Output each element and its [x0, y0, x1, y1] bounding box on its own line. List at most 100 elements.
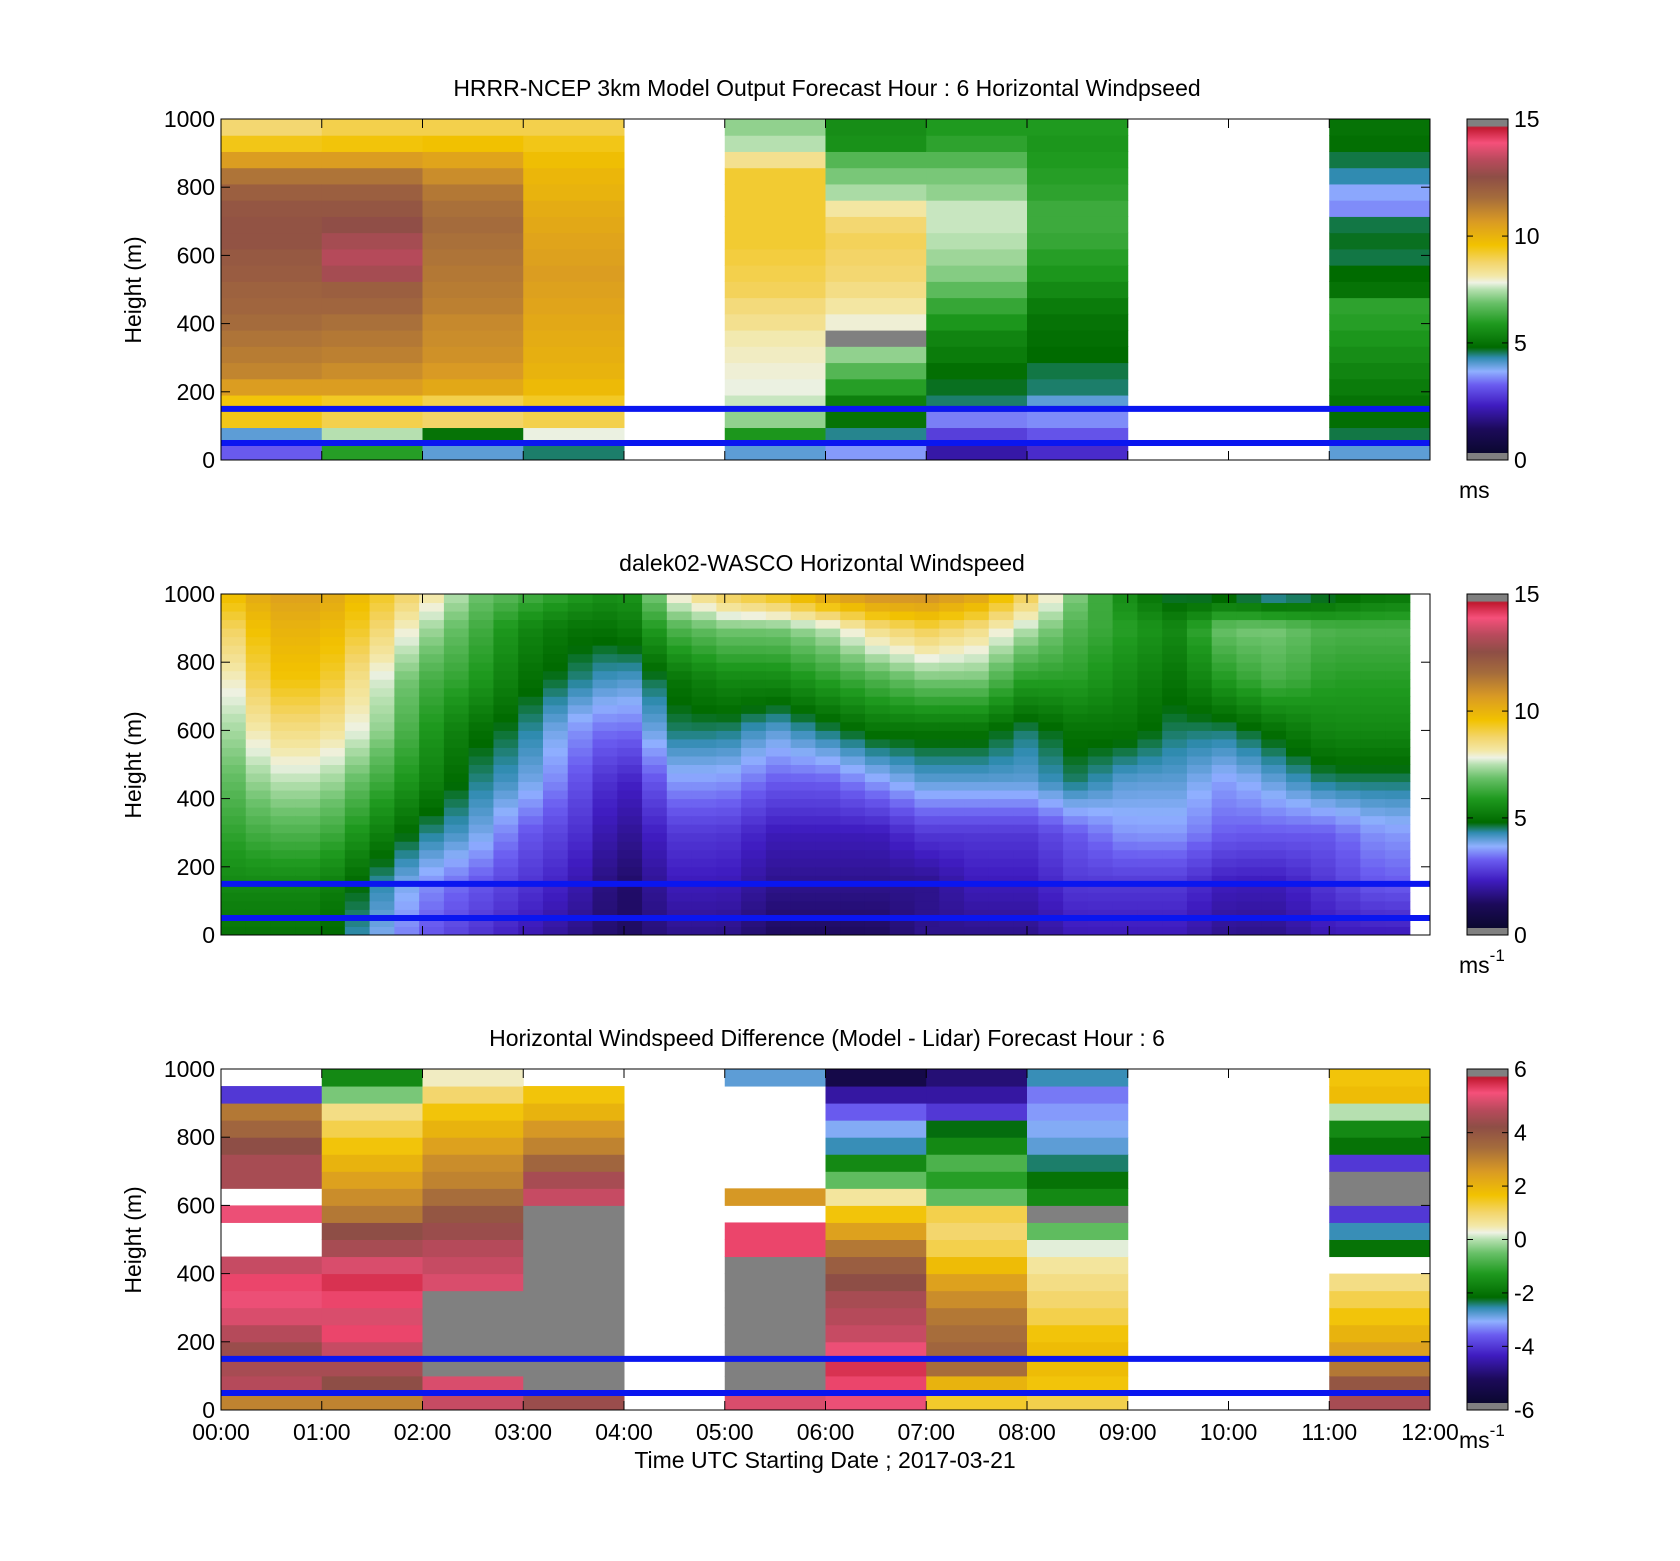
heatmap-cell: [419, 670, 445, 680]
heatmap-cell: [422, 1069, 524, 1087]
heatmap-cell: [939, 858, 965, 868]
xtick-label: 09:00: [1099, 1419, 1157, 1445]
panel-difference-xlabel: Time UTC Starting Date ; 2017-03-21: [634, 1447, 1015, 1473]
heatmap-cell: [1186, 917, 1213, 927]
heatmap-cell: [889, 653, 915, 663]
heatmap-cell: [245, 892, 272, 902]
heatmap-cell: [1137, 798, 1163, 808]
heatmap-cell: [765, 738, 792, 748]
heatmap-cell: [724, 1392, 826, 1411]
heatmap-cell: [523, 1307, 625, 1326]
heatmap-cell: [724, 1341, 826, 1360]
heatmap-cell: [825, 362, 927, 380]
heatmap-cell: [245, 738, 272, 748]
heatmap-cell: [468, 849, 494, 859]
heatmap-cell: [523, 1086, 625, 1104]
heatmap-cell: [523, 1103, 625, 1121]
heatmap-cell: [617, 755, 643, 765]
heatmap-cell: [1112, 875, 1138, 885]
heatmap-cell: [320, 917, 346, 927]
heatmap-cell: [691, 866, 717, 876]
heatmap-cell: [1211, 636, 1237, 646]
heatmap-cell: [889, 713, 915, 723]
heatmap-cell: [321, 1307, 423, 1326]
heatmap-cell: [988, 628, 1015, 638]
heatmap-cell: [716, 713, 742, 723]
heatmap-cell: [1329, 1069, 1431, 1087]
heatmap-cell: [1013, 883, 1039, 893]
heatmap-cell: [422, 281, 524, 299]
heatmap-cell: [523, 1256, 625, 1275]
heatmap-cell: [468, 807, 494, 817]
heatmap-cell: [1087, 696, 1114, 706]
heatmap-cell: [422, 1341, 524, 1360]
heatmap-cell: [221, 730, 247, 740]
heatmap-cell: [567, 926, 594, 936]
heatmap-cell: [320, 619, 346, 629]
heatmap-cell: [716, 900, 742, 910]
colorbar-tick-label: 5: [1514, 805, 1527, 831]
heatmap-cell: [790, 628, 816, 638]
heatmap-cell: [443, 841, 470, 851]
heatmap-cell: [567, 628, 594, 638]
heatmap-cell: [666, 798, 693, 808]
heatmap-cell: [245, 926, 272, 936]
heatmap-cell: [724, 281, 826, 299]
heatmap-cell: [642, 721, 668, 731]
heatmap-cell: [1027, 248, 1129, 266]
ytick-label: 800: [177, 649, 215, 675]
heatmap-cell: [1236, 866, 1262, 876]
heatmap-cell: [221, 781, 247, 791]
heatmap-cell: [1137, 824, 1163, 834]
heatmap-cell: [617, 790, 643, 800]
heatmap-cell: [295, 653, 321, 663]
ytick-label: 200: [177, 379, 215, 405]
heatmap-cell: [666, 926, 693, 936]
heatmap-cell: [221, 281, 323, 299]
heatmap-cell: [666, 636, 693, 646]
heatmap-cell: [493, 755, 519, 765]
heatmap-cell: [394, 764, 420, 774]
heatmap-cell: [221, 662, 247, 672]
heatmap-cell: [889, 721, 915, 731]
heatmap-cell: [1385, 815, 1411, 825]
heatmap-cell: [245, 824, 272, 834]
heatmap-cell: [1261, 858, 1287, 868]
heatmap-cell: [988, 636, 1015, 646]
heatmap-cell: [321, 1273, 423, 1292]
heatmap-cell: [1112, 696, 1138, 706]
heatmap-cell: [1329, 1358, 1431, 1377]
heatmap-cell: [1286, 619, 1312, 629]
heatmap-cell: [221, 1324, 323, 1343]
heatmap-cell: [567, 875, 594, 885]
heatmap-cell: [1162, 815, 1188, 825]
heatmap-cell: [1137, 909, 1163, 919]
heatmap-cell: [320, 687, 346, 697]
heatmap-cell: [523, 1290, 625, 1309]
heatmap-cell: [295, 738, 321, 748]
heatmap-cell: [468, 781, 494, 791]
heatmap-cell: [1162, 917, 1188, 927]
heatmap-cell: [221, 917, 247, 927]
heatmap-cell: [666, 755, 693, 765]
heatmap-cell: [1286, 602, 1312, 612]
heatmap-cell: [518, 917, 544, 927]
heatmap-cell: [765, 841, 792, 851]
heatmap-cell: [666, 815, 693, 825]
heatmap-cell: [542, 662, 569, 672]
heatmap-cell: [825, 167, 927, 185]
xtick-label: 08:00: [998, 1419, 1056, 1445]
heatmap-cell: [1027, 1307, 1129, 1326]
heatmap-cell: [221, 619, 247, 629]
heatmap-cell: [1162, 773, 1188, 783]
heatmap-cell: [443, 653, 470, 663]
heatmap-cell: [1087, 755, 1114, 765]
heatmap-cell: [1360, 773, 1386, 783]
heatmap-cell: [221, 790, 247, 800]
heatmap-cell: [691, 815, 717, 825]
heatmap-cell: [344, 832, 371, 842]
heatmap-cell: [825, 1188, 927, 1206]
colorbar-tick-label: -2: [1514, 1280, 1534, 1306]
heatmap-cell: [592, 841, 618, 851]
heatmap-cell: [914, 892, 940, 902]
